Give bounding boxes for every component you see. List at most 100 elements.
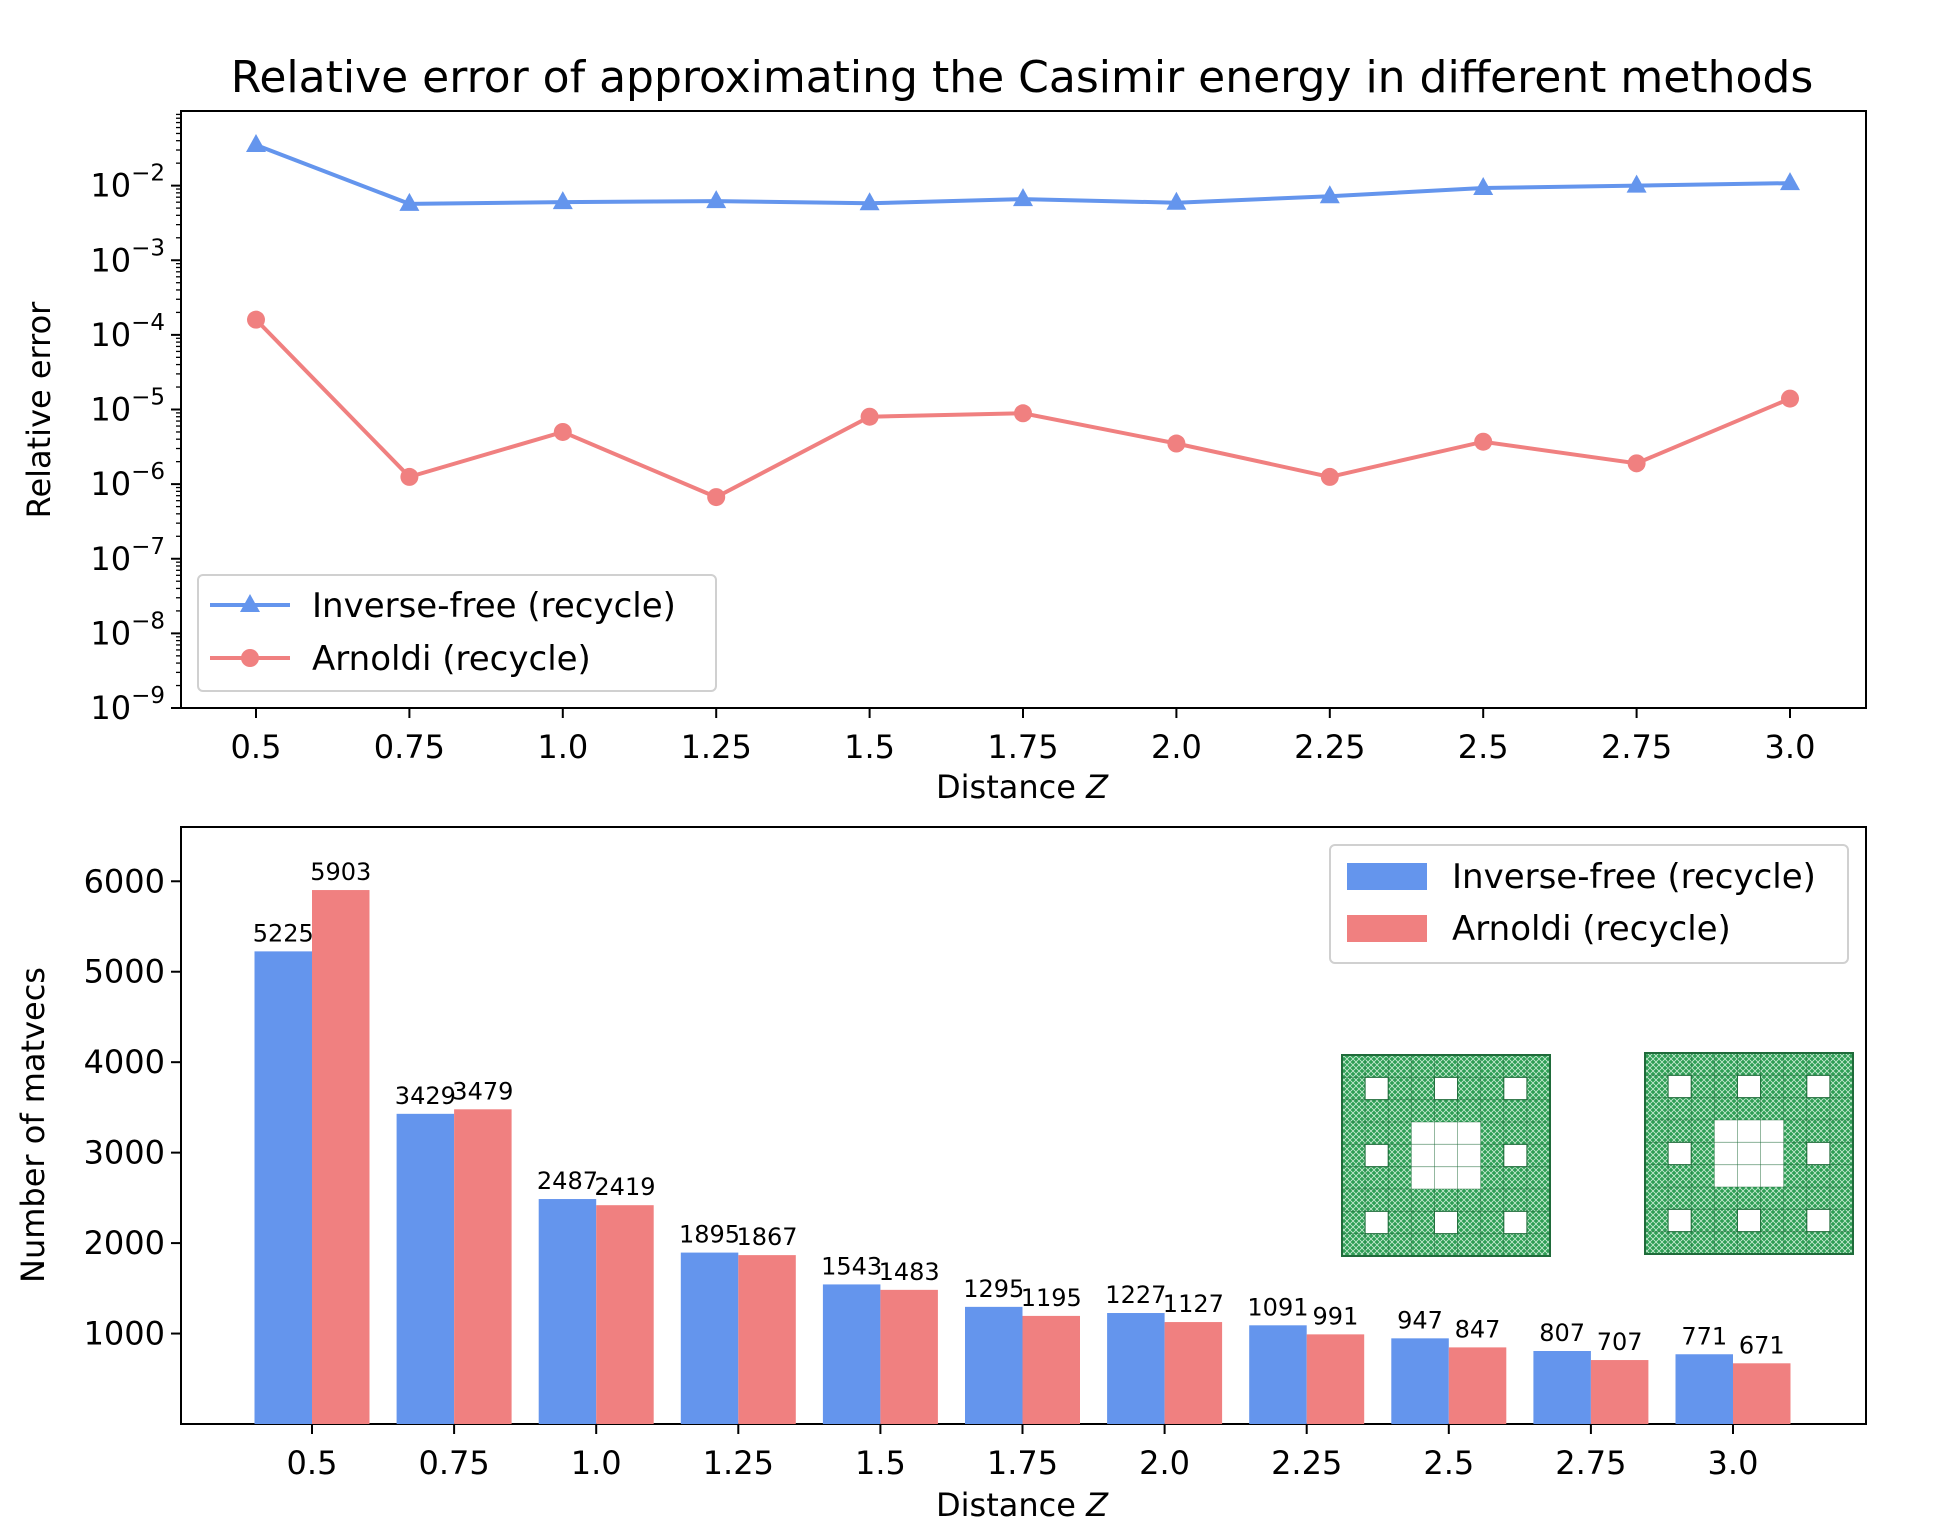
y-tick-base: 10: [90, 689, 131, 727]
bar-value-label: 3429: [395, 1082, 456, 1110]
x-tick-label: 2.25: [1294, 728, 1365, 766]
data-point: [1626, 174, 1647, 193]
series-lines: [246, 134, 1800, 507]
bar: [1533, 1351, 1591, 1424]
x-tick-label: 2.25: [1271, 1444, 1342, 1482]
y-tick-exponent: −3: [131, 235, 165, 261]
bar-value-label: 2419: [594, 1173, 655, 1201]
carpet-hole: [1364, 1143, 1389, 1168]
x-tick-label: 2.75: [1555, 1444, 1626, 1482]
bar: [1022, 1315, 1080, 1424]
x-tick-label: 1.75: [987, 728, 1058, 766]
y-tick-label: 10−5: [90, 385, 165, 429]
y-tick-label: 10−9: [90, 683, 165, 727]
data-point: [1780, 172, 1800, 191]
legend: Inverse-free (recycle) Arnoldi (recycle): [1329, 844, 1849, 964]
y-tick-base: 10: [90, 465, 131, 503]
x-tick-label: 1.25: [703, 1444, 774, 1482]
y-tick-base: 10: [90, 167, 131, 205]
carpet-hole: [1503, 1076, 1528, 1101]
bar-value-label: 3479: [452, 1077, 513, 1105]
bar-value-label: 5225: [253, 919, 314, 947]
bar: [822, 1284, 881, 1424]
y-tick-base: 10: [90, 614, 131, 652]
bar: [454, 1109, 512, 1424]
relative-error-chart: Relative error of approximating the Casi…: [20, 52, 1867, 806]
bar: [965, 1306, 1023, 1424]
y-tick-label: 10−4: [90, 310, 165, 354]
bar-value-label: 947: [1397, 1306, 1443, 1334]
data-point: [707, 488, 726, 507]
carpet-hole: [1736, 1074, 1762, 1099]
y-tick-label: 1000: [84, 1315, 165, 1353]
data-point: [1014, 404, 1032, 423]
x-tick-label: 2.5: [1423, 1444, 1474, 1482]
matvec-count-chart: 1000 2000 3000 4000 5000 6000 0.5 0.75 1.0 1.25 1…: [14, 826, 1867, 1524]
bar-value-label: 1227: [1105, 1281, 1166, 1309]
bar-value-label: 1195: [1021, 1284, 1082, 1312]
data-point: [247, 310, 265, 329]
x-tick-label: 0.75: [418, 1444, 489, 1482]
carpet-hole: [1364, 1210, 1389, 1235]
x-tick-label: 1.0: [571, 1444, 622, 1482]
legend-swatch: [1347, 915, 1427, 942]
bar-value-label: 1483: [879, 1258, 940, 1286]
bar-value-label: 991: [1313, 1302, 1359, 1330]
y-tick-label: 10−3: [90, 235, 165, 279]
x-tick-label: 1.5: [844, 728, 895, 766]
legend-marker: [240, 594, 260, 612]
carpet-hole: [1806, 1208, 1831, 1233]
x-axis-label: Distance Z: [936, 768, 1109, 806]
legend-label: Arnoldi (recycle): [312, 639, 591, 679]
x-tick-label: 0.75: [374, 728, 445, 766]
bar-value-label: 1295: [963, 1275, 1024, 1303]
data-point: [859, 192, 880, 211]
carpet-hole: [1433, 1076, 1459, 1101]
carpet-hole: [1806, 1141, 1831, 1166]
bar: [738, 1255, 796, 1424]
bar: [254, 951, 312, 1424]
bar: [1249, 1325, 1307, 1424]
x-tick-label: 3.0: [1708, 1444, 1759, 1482]
y-tick-label: 10−8: [90, 608, 165, 652]
data-point: [399, 192, 420, 211]
bar: [1733, 1363, 1791, 1424]
x-tick-label: 0.5: [287, 1444, 338, 1482]
sierpinski-carpet-inset: [1341, 1052, 1854, 1257]
bar-value-label: 1091: [1247, 1293, 1308, 1321]
bar: [1164, 1322, 1223, 1424]
legend: Inverse-free (recycle) Arnoldi (recycle): [197, 574, 717, 692]
x-axis-label-var: Z: [1085, 1486, 1109, 1524]
x-axis-label-var: Z: [1085, 768, 1109, 806]
bar-value-label: 807: [1539, 1319, 1585, 1347]
carpet-hole: [1736, 1208, 1762, 1233]
bar-value-label: 5903: [310, 858, 371, 886]
data-point: [400, 467, 419, 486]
data-point: [1627, 454, 1646, 473]
bar-value-label: 771: [1681, 1322, 1727, 1350]
y-tick-exponent: −7: [131, 534, 165, 560]
x-tick-label: 3.0: [1765, 728, 1816, 766]
bar: [1107, 1313, 1165, 1424]
bar: [1391, 1338, 1449, 1424]
y-tick-label: 10−7: [90, 534, 165, 578]
data-point: [860, 407, 879, 426]
y-axis-ticks: 10−910−810−710−610−510−410−310−2: [90, 113, 181, 727]
data-point: [1319, 185, 1340, 204]
carpet-hole: [1714, 1120, 1784, 1187]
bar-value-label: 2487: [537, 1167, 598, 1195]
carpet-hole: [1503, 1210, 1528, 1235]
data-point: [1013, 188, 1033, 207]
y-tick-label: 4000: [84, 1043, 165, 1081]
y-tick-base: 10: [90, 391, 131, 429]
bar: [312, 890, 370, 1424]
bar-value-label: 1127: [1163, 1290, 1224, 1318]
chart-title: Relative error of approximating the Casi…: [231, 52, 1814, 103]
bar: [1306, 1334, 1365, 1424]
carpet-hole: [1667, 1208, 1692, 1233]
y-tick-base: 10: [90, 540, 131, 578]
legend-box: [197, 574, 717, 692]
bar: [396, 1113, 455, 1424]
x-axis-ticks: 0.5 0.75 1.0 1.25 1.5 1.75 2.0 2.25 2.5 2.75 3.0: [231, 708, 1816, 766]
